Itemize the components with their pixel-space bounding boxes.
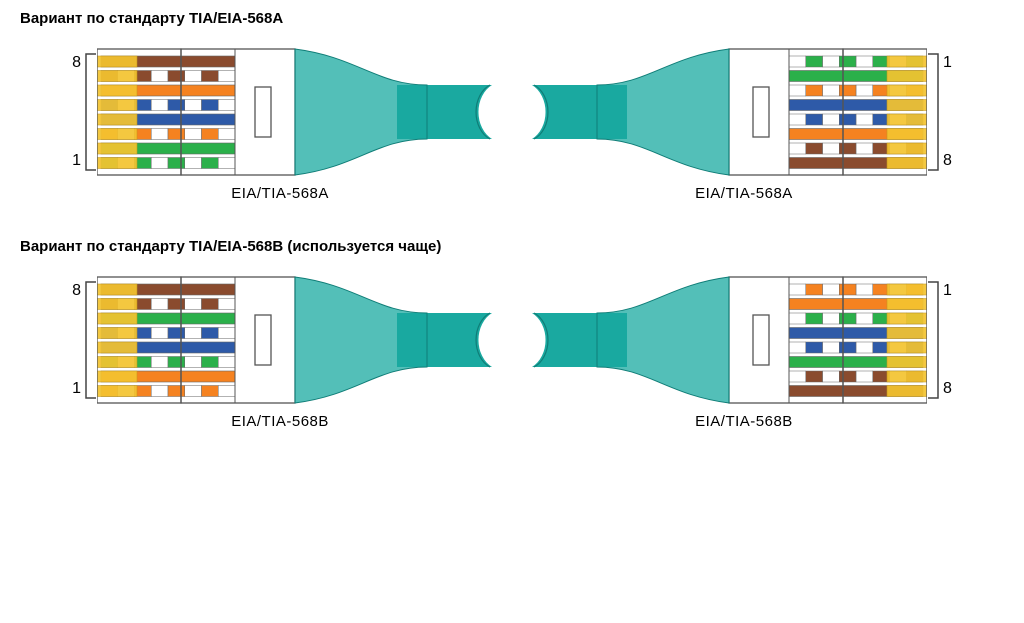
- rj45-connector: [532, 275, 927, 405]
- pin-bottom-label: 8: [943, 381, 952, 397]
- wiring-section: Вариант по стандарту TIA/EIA-568B (испол…: [20, 238, 1004, 430]
- connector-row: 8 1: [68, 47, 492, 177]
- connector-unit: 8 1 EIA/TIA-568A: [68, 47, 492, 202]
- standard-caption: EIA/TIA-568B: [231, 413, 329, 430]
- pin-number-labels: 1 8: [943, 283, 952, 397]
- pin-top-label: 1: [943, 283, 952, 299]
- rj45-connector: [97, 275, 492, 405]
- rj45-connector: [97, 47, 492, 177]
- pin-bottom-label: 8: [943, 153, 952, 169]
- pin-number-labels: 8 1: [72, 283, 81, 397]
- section-title: Вариант по стандарту TIA/EIA-568B (испол…: [20, 238, 1004, 255]
- connectors-row: 8 1 EIA/TIA-568B: [20, 275, 1004, 430]
- connector-unit: 8 1 EIA/TIA-568B: [68, 275, 492, 430]
- connector-unit: 1 8 EIA/TIA-568B: [532, 275, 956, 430]
- pin-top-label: 1: [943, 55, 952, 71]
- section-title: Вариант по стандарту TIA/EIA-568A: [20, 10, 1004, 27]
- connector-unit: 1 8 EIA/TIA-568A: [532, 47, 956, 202]
- standard-caption: EIA/TIA-568A: [231, 185, 329, 202]
- connectors-row: 8 1 EIA/TIA-568A: [20, 47, 1004, 202]
- standard-caption: EIA/TIA-568A: [695, 185, 793, 202]
- connector-row: 1 8: [532, 275, 956, 405]
- pin-bottom-label: 1: [72, 381, 81, 397]
- pin-bottom-label: 1: [72, 153, 81, 169]
- connector-row: 1 8: [532, 47, 956, 177]
- pin-number-labels: 8 1: [72, 55, 81, 169]
- pin-top-label: 8: [72, 283, 81, 299]
- connector-row: 8 1: [68, 275, 492, 405]
- pin-top-label: 8: [72, 55, 81, 71]
- pin-number-labels: 1 8: [943, 55, 952, 169]
- rj45-connector: [532, 47, 927, 177]
- standard-caption: EIA/TIA-568B: [695, 413, 793, 430]
- wiring-section: Вариант по стандарту TIA/EIA-568A 8 1 EI…: [20, 10, 1004, 202]
